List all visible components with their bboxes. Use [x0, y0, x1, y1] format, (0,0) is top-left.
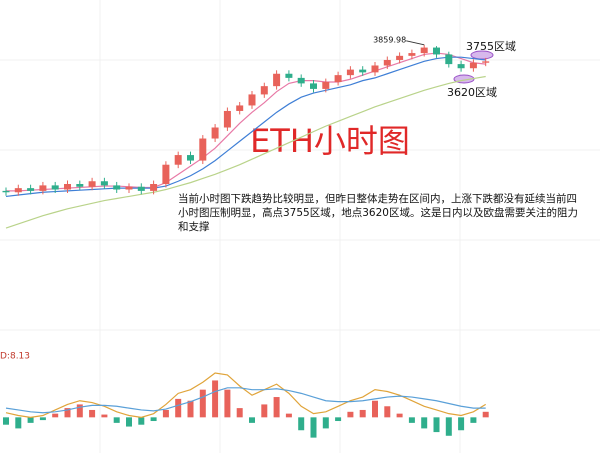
resistance-label: 3755区域	[466, 40, 516, 53]
candle-body	[187, 155, 194, 161]
candle-body	[88, 181, 96, 187]
macd-bar	[396, 413, 403, 418]
candle-body	[396, 55, 404, 60]
high-label: 3859.98	[373, 35, 406, 44]
candle-body	[359, 69, 367, 73]
macd-bar	[64, 408, 71, 418]
macd-bar	[39, 417, 46, 421]
macd-bar	[384, 406, 391, 418]
candle-body	[2, 190, 10, 193]
macd-bar	[162, 409, 169, 418]
macd-bar	[199, 389, 206, 418]
macd-bar	[285, 413, 292, 418]
candle-body	[383, 59, 391, 66]
macd-bar	[298, 417, 305, 431]
candle-body	[334, 75, 342, 83]
indicator-label: D:8.13	[0, 352, 30, 362]
candle-body	[150, 184, 158, 191]
macd-bar	[408, 417, 415, 423]
macd-bar	[212, 380, 219, 418]
macd-bar	[101, 414, 108, 418]
candle-body	[285, 73, 293, 78]
indicator-line	[5, 75, 486, 229]
candle-body	[310, 83, 317, 89]
candle-body	[322, 82, 330, 89]
candle-body	[51, 185, 59, 190]
macd-bar	[470, 417, 477, 423]
macd-bar	[347, 411, 354, 418]
macd-bar	[261, 404, 268, 418]
indicator-line	[5, 372, 487, 418]
candle-body	[297, 77, 305, 84]
high-pointer	[406, 40, 425, 46]
macd-bar	[458, 417, 465, 431]
macd-bar	[322, 417, 329, 429]
candle-body	[236, 105, 244, 111]
candle-body	[39, 185, 47, 191]
candle-body	[445, 54, 453, 65]
macd-bar	[175, 398, 182, 418]
candle-body	[162, 164, 170, 185]
macd-bar	[482, 411, 489, 418]
macd-bar	[236, 408, 243, 418]
commentary: 当前小时图下跌趋势比较明显，但昨日整体走势在区间内，上涨下跌都没有延续当前四小时…	[178, 193, 578, 233]
macd-bar	[372, 400, 378, 418]
candle-body	[346, 69, 354, 76]
macd-bar	[359, 409, 366, 418]
macd-bar	[310, 417, 317, 438]
macd-bar	[113, 417, 120, 423]
candle-body	[408, 53, 416, 56]
candle-body	[64, 184, 71, 190]
candle-body	[371, 65, 379, 73]
macd-bar	[150, 417, 157, 422]
candle-body	[100, 181, 108, 186]
macd-bar	[89, 409, 96, 418]
candle-body	[199, 138, 207, 161]
candle-body	[420, 47, 428, 54]
candle-body	[211, 127, 219, 139]
candle-body	[248, 94, 256, 106]
candle-body	[137, 186, 145, 191]
indicator-line	[5, 56, 486, 198]
candle-body	[223, 110, 231, 128]
macd-bar	[224, 389, 231, 418]
big-title: ETH小时图	[250, 122, 410, 160]
macd-bar	[273, 397, 280, 418]
macd-bar	[433, 417, 440, 433]
macd-bar	[3, 417, 9, 425]
macd-bar	[445, 417, 452, 436]
candle-body	[125, 186, 133, 190]
indicator-line	[5, 387, 486, 414]
macd-bar	[27, 417, 34, 423]
macd-bar	[138, 417, 145, 425]
candle-body	[174, 155, 182, 165]
candle-body	[260, 86, 268, 95]
macd-bar	[187, 400, 194, 418]
candle-body	[457, 64, 465, 69]
candle-body	[113, 185, 121, 190]
candle-body	[433, 47, 440, 55]
macd-bar	[126, 417, 132, 427]
candle-body	[482, 61, 490, 63]
candle-body	[27, 188, 35, 191]
candle-body	[14, 188, 22, 193]
macd-bar	[52, 413, 59, 418]
macd-bar	[335, 417, 342, 422]
support-label: 3620区域	[447, 86, 497, 99]
macd-bar	[421, 417, 428, 429]
macd-bar	[249, 417, 255, 423]
macd-bar	[15, 417, 22, 429]
candle-body	[469, 62, 477, 69]
candle-body	[76, 184, 84, 187]
indicator-line	[6, 52, 486, 192]
candle-body	[273, 73, 281, 87]
macd-bar	[76, 404, 83, 418]
